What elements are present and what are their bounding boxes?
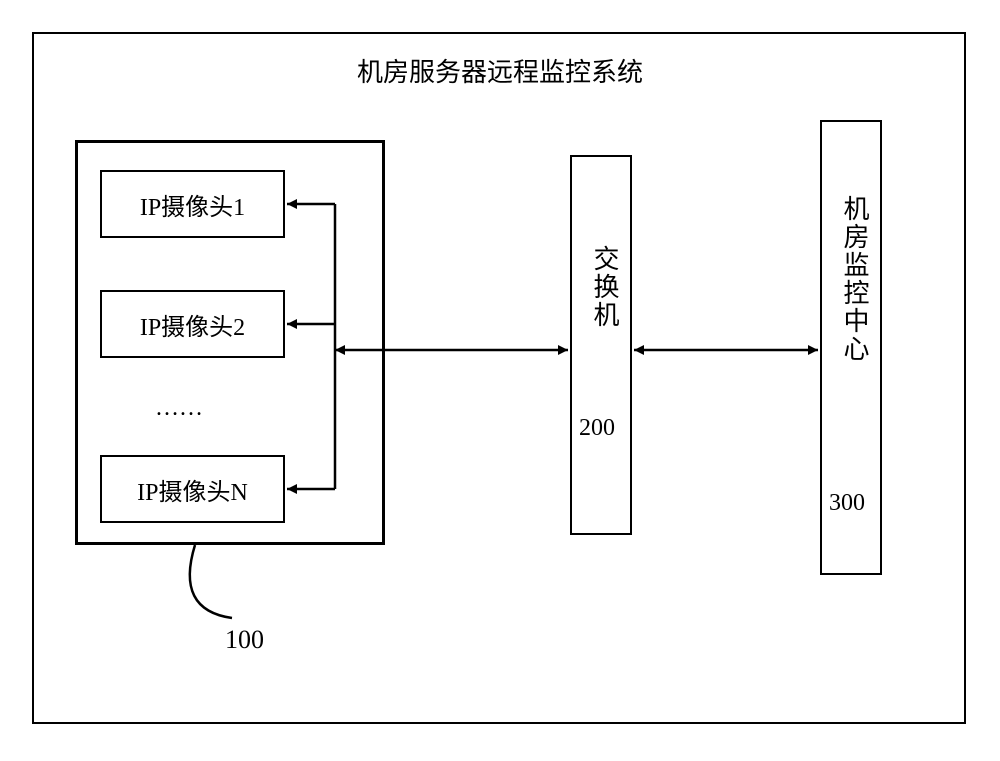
camera-node-2: IP摄像头2: [100, 290, 285, 358]
camera-node-1: IP摄像头1: [100, 170, 285, 238]
ellipsis-text: ……: [155, 395, 203, 422]
camera-group-ref-num: 100: [225, 625, 264, 655]
switch-ref-num: 200: [579, 415, 615, 442]
center-label: 机房监控中心: [836, 195, 873, 363]
switch-label: 交换机: [586, 245, 623, 329]
center-ref-num: 300: [829, 490, 865, 517]
camera-node-2-label: IP摄像头2: [140, 307, 245, 342]
diagram-title: 机房服务器远程监控系统: [320, 52, 680, 89]
camera-node-n-label: IP摄像头N: [137, 472, 248, 507]
switch-box: [570, 155, 632, 535]
camera-node-n: IP摄像头N: [100, 455, 285, 523]
camera-node-1-label: IP摄像头1: [140, 187, 245, 222]
